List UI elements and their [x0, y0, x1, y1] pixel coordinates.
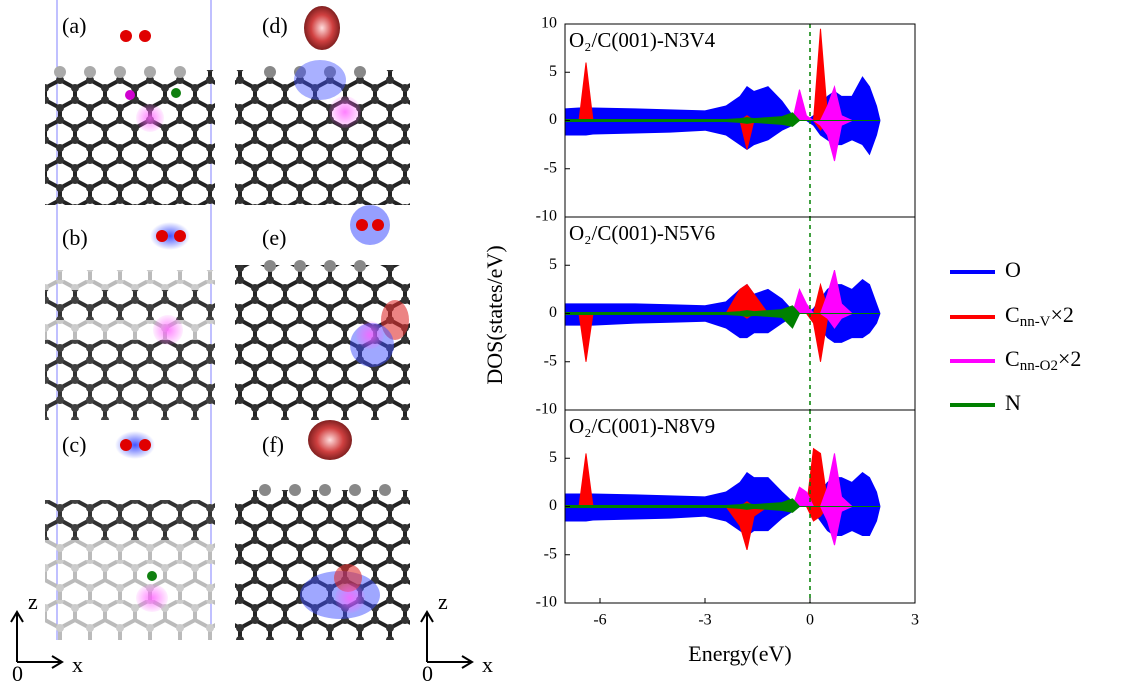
axis-indicator-label: x — [72, 652, 83, 677]
y-tick-label: 5 — [549, 63, 557, 80]
y-tick-label: 0 — [549, 304, 557, 321]
panel-label: (b) — [62, 225, 88, 250]
legend-label: O — [1005, 257, 1021, 282]
y-tick-label: 5 — [549, 449, 557, 466]
x-tick-label: 0 — [806, 612, 814, 629]
legend: O Cnn-V×2 Cnn-O2×2 N — [1005, 257, 1081, 415]
structure-images — [45, 0, 410, 640]
x-tick-label: -3 — [698, 612, 711, 629]
legend-label: Cnn-V×2 — [1005, 302, 1074, 330]
y-tick-label: -5 — [544, 159, 557, 176]
panel-title: O₂/C(001)-N8V9 — [569, 414, 715, 438]
axis-indicator-label: 0 — [12, 661, 23, 685]
x-tick-label: -6 — [593, 612, 606, 629]
y-tick-label: -5 — [544, 545, 557, 562]
y-axis-label: DOS(states/eV) — [482, 245, 507, 384]
panel-label: (c) — [62, 432, 86, 457]
y-tick-label: 10 — [541, 15, 557, 32]
panel-label: (d) — [262, 13, 288, 38]
dos-panel: -10 -5 0 5 -6 -3 0 3 O₂/C(001)-N8V9 — [536, 410, 919, 629]
x-tick-label: 3 — [911, 612, 919, 629]
dos-panel: -10 -5 0 5 O₂/C(001)-N5V6 — [536, 217, 915, 418]
y-tick-label: -10 — [536, 208, 557, 225]
axis-indicator-label: x — [482, 652, 493, 677]
axis-indicator-label: 0 — [422, 661, 433, 685]
y-tick-label: 5 — [549, 256, 557, 273]
panel-title: O₂/C(001)-N3V4 — [569, 28, 716, 52]
panel-label: (e) — [262, 225, 286, 250]
y-tick-label: -5 — [544, 352, 557, 369]
axis-indicator-label: z — [28, 589, 38, 614]
panel-label: (f) — [262, 432, 284, 457]
panel-label: (a) — [62, 13, 86, 38]
dos-panel: -10 -5 0 5 10 O₂/C(001)-N3V4 — [536, 15, 915, 225]
y-tick-label: -10 — [536, 401, 557, 418]
figure: (a) (b) (c) (d) (e) (f) z x 0 z x 0 DOS(… — [0, 0, 1133, 685]
panel-title: O₂/C(001)-N5V6 — [569, 221, 715, 245]
y-tick-label: 0 — [549, 111, 557, 128]
x-axis-label: Energy(eV) — [688, 641, 791, 666]
y-tick-label: 0 — [549, 497, 557, 514]
legend-label: Cnn-O2×2 — [1005, 346, 1081, 374]
y-tick-label: -10 — [536, 594, 557, 611]
legend-label: N — [1005, 390, 1021, 415]
axis-indicator-label: z — [438, 589, 448, 614]
